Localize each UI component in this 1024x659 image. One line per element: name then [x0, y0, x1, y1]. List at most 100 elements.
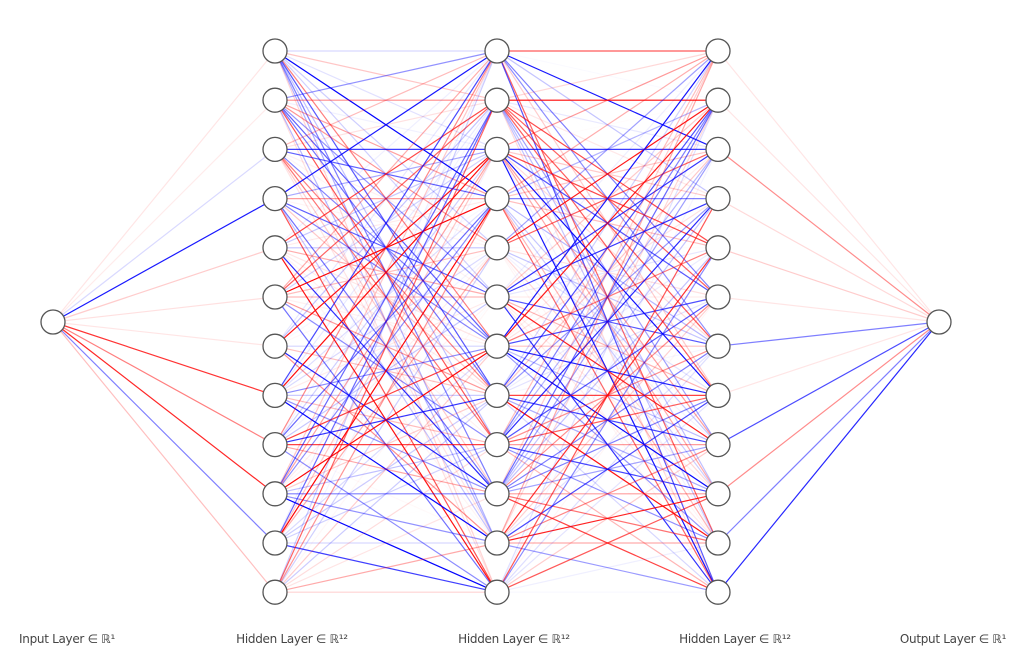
- hidden-neuron: [705, 235, 731, 261]
- connection-edge: [496, 50, 719, 396]
- hidden-neuron: [484, 235, 510, 261]
- connection-edge: [496, 198, 719, 495]
- connection-edge: [496, 394, 719, 495]
- connection-edge: [52, 321, 276, 446]
- connection-edge: [496, 50, 719, 544]
- connection-edge: [52, 99, 276, 323]
- connection-edge: [496, 296, 719, 544]
- connection-edge: [496, 99, 719, 347]
- hidden-neuron: [262, 333, 288, 359]
- hidden-neuron: [262, 136, 288, 163]
- hidden-neuron: [262, 382, 288, 409]
- connection-edge: [717, 321, 940, 495]
- connection-edge: [717, 50, 940, 323]
- hidden-neuron: [484, 530, 510, 556]
- hidden-neuron: [262, 235, 288, 261]
- connection-edge: [274, 247, 498, 544]
- connection-edge: [274, 394, 498, 495]
- connection-edge: [496, 50, 719, 249]
- hidden-neuron: [262, 38, 288, 64]
- connection-edge: [274, 148, 498, 396]
- connection-edge: [274, 50, 498, 101]
- connection-edge: [52, 148, 276, 323]
- hidden-neuron: [484, 87, 510, 113]
- connection-edge: [274, 296, 498, 495]
- connection-edge: [496, 493, 719, 544]
- connection-edge: [274, 99, 498, 445]
- connection-edge: [496, 50, 719, 495]
- connection-edge: [496, 296, 719, 396]
- hidden-neuron: [484, 185, 510, 212]
- connection-edge: [274, 198, 498, 593]
- connection-edge: [274, 99, 498, 495]
- hidden-neuron: [484, 136, 510, 163]
- hidden-neuron: [484, 579, 510, 605]
- connection-edge: [496, 345, 719, 544]
- hidden-neuron: [705, 87, 731, 113]
- connection-edge: [52, 321, 276, 544]
- connection-edge: [717, 247, 940, 323]
- connection-edge: [52, 321, 276, 396]
- hidden-neuron: [705, 530, 731, 556]
- hidden-neuron: [484, 284, 510, 310]
- connection-edge: [717, 296, 940, 323]
- output-neuron: [926, 309, 952, 335]
- hidden-neuron: [705, 579, 731, 605]
- connection-edge: [274, 493, 498, 544]
- connection-edge: [496, 247, 719, 298]
- connection-edge: [496, 394, 719, 544]
- connection-edge: [274, 149, 498, 593]
- hidden-neuron: [262, 284, 288, 310]
- connection-edge: [274, 99, 498, 249]
- connection-edge: [274, 542, 498, 593]
- connection-edge: [274, 50, 498, 495]
- hidden-neuron: [484, 431, 510, 458]
- connection-edge: [496, 149, 719, 544]
- hidden-neuron: [705, 333, 731, 359]
- connection-edge: [274, 50, 498, 445]
- connection-edge: [717, 321, 940, 446]
- connection-edge: [496, 198, 719, 593]
- connection-edge: [274, 99, 498, 544]
- connections: [52, 50, 940, 593]
- connection-edge: [274, 444, 498, 593]
- connection-edge: [496, 247, 719, 593]
- hidden-neuron: [705, 136, 731, 163]
- connection-edge: [496, 542, 719, 593]
- connection-edge: [274, 99, 498, 298]
- connection-edge: [717, 321, 940, 544]
- connection-edge: [496, 50, 719, 200]
- neurons: [40, 38, 952, 605]
- connection-edge: [496, 345, 719, 495]
- connection-edge: [274, 493, 498, 593]
- connection-edge: [496, 296, 719, 396]
- connection-edge: [52, 296, 276, 323]
- connection-edge: [717, 321, 940, 593]
- connection-edge: [274, 99, 498, 593]
- hidden-neuron: [484, 382, 510, 409]
- connection-edge: [496, 247, 719, 298]
- connection-edge: [496, 148, 719, 396]
- connection-edge: [496, 444, 719, 593]
- hidden-neuron: [262, 579, 288, 605]
- hidden-neuron: [705, 38, 731, 64]
- connection-edge: [717, 321, 940, 347]
- hidden-layer-1-label: Hidden Layer ∈ ℝ¹²: [236, 632, 348, 646]
- connection-edge: [52, 50, 276, 323]
- hidden-layer-3-label: Hidden Layer ∈ ℝ¹²: [679, 632, 791, 646]
- connection-edge: [274, 394, 498, 593]
- connection-edge: [274, 50, 498, 101]
- hidden-neuron: [705, 431, 731, 458]
- connection-edge: [496, 444, 719, 544]
- hidden-neuron: [262, 185, 288, 212]
- connection-edge: [274, 444, 498, 544]
- connection-edge: [717, 198, 940, 323]
- connection-edge: [496, 149, 719, 495]
- connection-edge: [496, 99, 719, 593]
- connection-edge: [496, 50, 719, 347]
- hidden-neuron: [484, 333, 510, 359]
- connection-edge: [496, 198, 719, 495]
- hidden-neuron: [705, 481, 731, 507]
- hidden-neuron: [705, 185, 731, 212]
- connection-edge: [496, 345, 719, 593]
